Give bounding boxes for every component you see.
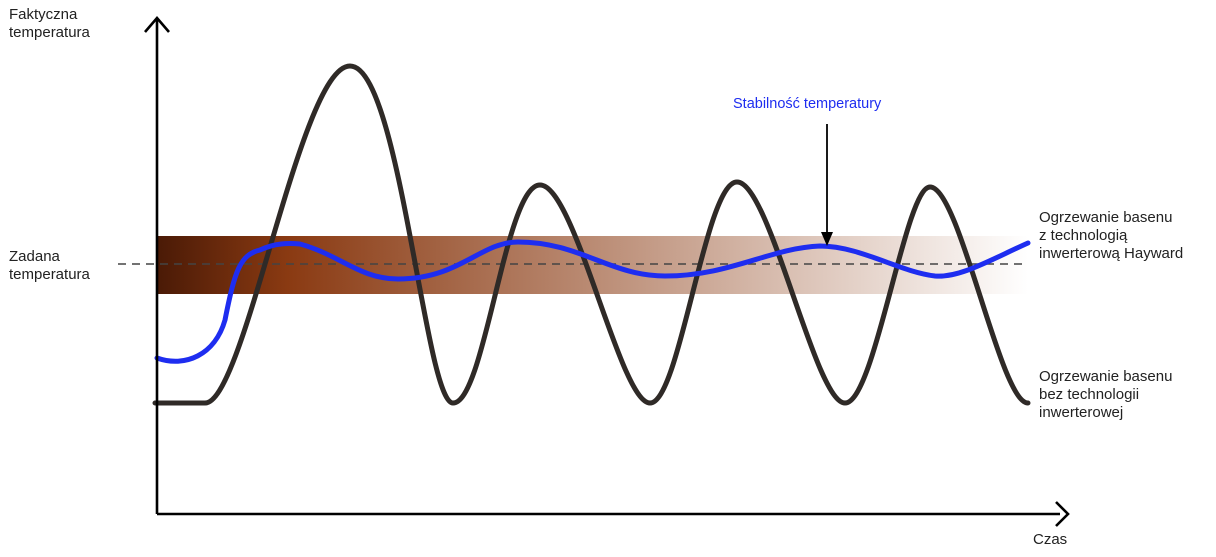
non-inverter-curve — [152, 63, 1031, 406]
non-inverter-curve-label: Ogrzewanie basenu bez technologii inwert… — [1039, 368, 1173, 421]
x-axis-label: Czas — [1033, 531, 1068, 548]
inverter-curve — [154, 239, 1031, 364]
y-axis-arrowhead — [144, 16, 170, 33]
setpoint-label: Zadana temperatura — [9, 248, 90, 283]
inverter-curve-label: Ogrzewanie basenu z technologią inwerter… — [1039, 209, 1184, 262]
y-axis-label: Faktyczna temperatura — [9, 6, 90, 41]
x-axis-arrowhead — [1055, 501, 1070, 527]
stability-label: Stabilność temperatury — [733, 96, 882, 112]
stability-arrow-head — [821, 232, 833, 246]
